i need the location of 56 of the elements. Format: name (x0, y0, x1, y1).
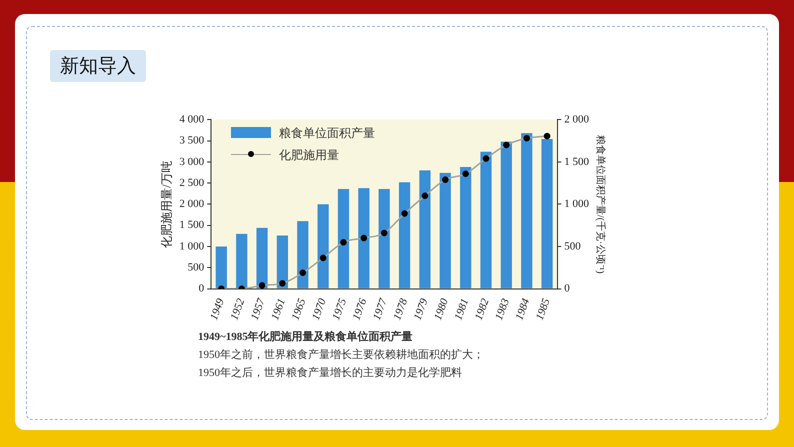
x-tick-label: 1975 (330, 296, 350, 322)
bar (398, 182, 410, 288)
x-tick-label: 1976 (350, 296, 370, 322)
y-tick-label: 500 (188, 262, 205, 274)
bar (500, 142, 512, 288)
bar (541, 139, 553, 288)
x-tick-label: 1978 (391, 296, 410, 322)
bar (378, 188, 390, 288)
x-tick-label: 1970 (310, 296, 329, 322)
x-tick-label: 1965 (290, 296, 308, 322)
x-tick-label: 1977 (370, 296, 390, 322)
text: 1949~1985年化肥施用量及粮食单位面积产量 (198, 330, 414, 345)
y2-tick-label: 2 000 (564, 113, 590, 126)
legend-label: 化肥施用量 (279, 146, 340, 164)
x-tick-label: 1981 (452, 296, 472, 322)
x-tick-label: 1957 (248, 296, 268, 322)
y-tick-label: 4 000 (179, 113, 205, 126)
bar (419, 170, 431, 288)
bar (256, 228, 268, 288)
text: 1950年之后，世界粮食产量增长的主要动力是化学肥料 (198, 366, 463, 381)
bar (318, 204, 329, 288)
y2-tick-label: 500 (564, 240, 582, 252)
y-tick-label: 3 000 (179, 156, 205, 168)
y-tick-label: 2 500 (179, 176, 205, 189)
y-tick-label: 3 500 (179, 134, 205, 147)
y-tick-label: 2 000 (179, 198, 205, 210)
bar (358, 188, 370, 288)
legend-label: 粮食单位面积产量 (279, 124, 376, 142)
x-tick-label: 1979 (412, 296, 431, 322)
y2-tick-label: 1 000 (564, 198, 590, 210)
x-tick-label: 1984 (513, 296, 532, 322)
y2-tick-label: 0 (564, 282, 570, 295)
y2-axis-title: 粮食单位面积产量/(千克·公顷⁻¹) (594, 134, 606, 274)
x-tick-label: 1983 (493, 296, 512, 322)
y-tick-label: 1 000 (179, 240, 205, 252)
y-axis-title: 化肥施用量/万吨 (159, 160, 174, 248)
bar (338, 188, 350, 288)
x-tick-label: 1952 (228, 296, 248, 322)
bar (276, 236, 288, 288)
y-tick-label: 1 500 (179, 219, 205, 232)
bar (236, 234, 248, 288)
x-tick-label: 1980 (432, 296, 451, 322)
y-tick-label: 0 (198, 282, 205, 295)
x-tick-label: 1982 (472, 296, 492, 322)
text: 1950年之前，世界粮食产量增长主要依赖耕地面积的扩大； (198, 348, 484, 363)
bar (216, 246, 227, 288)
x-tick-label: 1961 (269, 296, 288, 322)
x-tick-label: 1949 (208, 296, 228, 322)
bar (460, 166, 472, 288)
y2-tick-label: 1 500 (564, 156, 590, 168)
bar (297, 221, 308, 288)
bar (440, 172, 451, 288)
bar (480, 152, 492, 288)
text: 新知导入 (50, 50, 146, 82)
x-tick-label: 1985 (534, 296, 553, 322)
bar (521, 133, 532, 288)
